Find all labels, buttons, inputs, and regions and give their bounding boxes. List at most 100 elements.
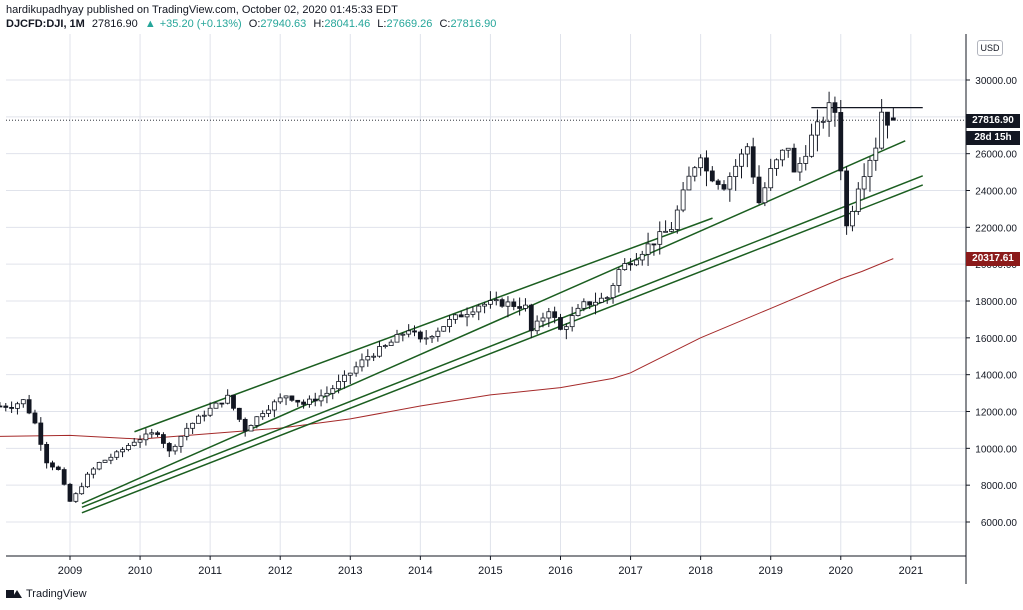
candle-body xyxy=(312,398,318,402)
candle-body xyxy=(879,111,885,149)
price-tick-label: 22000.00 xyxy=(975,223,1017,234)
candle-body xyxy=(552,311,558,318)
candle-body xyxy=(598,297,604,303)
price-tick-label: 18000.00 xyxy=(975,297,1017,308)
candle-body xyxy=(809,134,814,157)
candle-body xyxy=(505,301,511,307)
candle-body xyxy=(482,303,487,307)
price-tick-label: 14000.00 xyxy=(975,371,1017,382)
candle-body xyxy=(131,441,137,446)
high-label: H: xyxy=(313,18,325,30)
price-tick-label: 24000.00 xyxy=(975,187,1017,198)
candle-body xyxy=(347,372,353,376)
candle-body xyxy=(587,301,593,306)
candle-body xyxy=(307,398,312,405)
candle-body xyxy=(651,243,657,246)
candle-body xyxy=(166,443,172,452)
candle-body xyxy=(890,117,896,121)
ma-line xyxy=(0,258,894,440)
candle-body xyxy=(178,435,184,447)
candle-body xyxy=(20,399,26,405)
candle-body xyxy=(855,188,861,212)
candle-body xyxy=(779,149,785,161)
candle-body xyxy=(458,314,464,318)
candle-body xyxy=(832,102,838,113)
price-tick-label: 10000.00 xyxy=(975,444,1017,455)
candle-body xyxy=(207,407,213,416)
candle-body xyxy=(633,259,639,266)
candle-body xyxy=(803,155,809,164)
candle-body xyxy=(231,394,236,409)
candle-body xyxy=(61,469,67,485)
candle-body xyxy=(756,176,762,204)
candle-body xyxy=(108,456,114,461)
candle-body xyxy=(382,345,388,347)
candle-body xyxy=(32,412,38,424)
candle-body xyxy=(196,415,201,424)
candle-body xyxy=(791,147,797,173)
candle-body xyxy=(639,253,645,261)
candle-body xyxy=(161,434,166,444)
candle-body xyxy=(768,168,774,189)
symbol-label[interactable]: DJCFD:DJI, 1M xyxy=(6,18,85,30)
candle-body xyxy=(44,444,50,464)
candle-body xyxy=(137,439,143,443)
price-tick-label: 12000.00 xyxy=(975,408,1017,419)
candle-body xyxy=(324,392,330,397)
candle-body xyxy=(120,449,125,453)
candle-body xyxy=(143,433,149,441)
footer[interactable]: TradingView xyxy=(6,588,87,600)
candle-body xyxy=(242,418,248,432)
candle-body xyxy=(248,425,254,432)
currency-badge[interactable]: USD xyxy=(977,40,1003,56)
candle-body xyxy=(38,422,44,445)
open-label: O: xyxy=(248,18,261,30)
candle-body xyxy=(277,397,283,403)
candle-body xyxy=(85,473,90,488)
candle-body xyxy=(15,403,20,409)
candle-body xyxy=(815,121,820,136)
candle-body xyxy=(698,157,704,169)
candle-body xyxy=(820,120,826,123)
candle-body xyxy=(680,189,686,211)
candle-body xyxy=(342,374,347,382)
candle-body xyxy=(739,153,744,167)
candle-body xyxy=(236,407,242,420)
candle-body xyxy=(301,401,306,405)
candle-body xyxy=(394,334,400,343)
channel-line xyxy=(134,217,713,433)
last-price-text: 27816.90 xyxy=(91,18,138,30)
candle-body xyxy=(663,230,668,233)
time-tick-label: 2015 xyxy=(478,565,502,577)
tradingview-logo-icon xyxy=(6,588,22,600)
candle-body xyxy=(721,184,727,190)
time-axis[interactable]: 2009 2010 2011 2012 2013 2014 2015 2016 2017 2018… xyxy=(58,556,923,577)
candle-body xyxy=(377,346,382,357)
candle-body xyxy=(744,146,750,155)
candle-body xyxy=(125,445,131,450)
candle-body xyxy=(727,176,733,190)
candle-body xyxy=(295,399,301,403)
candle-body xyxy=(201,414,207,417)
candle-body xyxy=(850,211,855,227)
candle-body xyxy=(271,401,277,411)
candle-body xyxy=(540,317,546,322)
candle-body xyxy=(488,300,493,305)
candle-body xyxy=(657,231,663,245)
candle-body xyxy=(844,170,850,227)
candle-body xyxy=(318,395,324,402)
candle-body xyxy=(388,341,394,346)
moving-average xyxy=(0,258,894,440)
candle-body xyxy=(511,301,517,307)
candle-body xyxy=(447,318,452,327)
candle-body xyxy=(470,311,476,315)
time-tick-label: 2016 xyxy=(548,565,572,577)
time-tick-label: 2014 xyxy=(408,565,432,577)
candle-body xyxy=(50,462,55,468)
candle-body xyxy=(219,402,225,405)
publisher-name[interactable]: hardikupadhyay xyxy=(6,4,84,16)
candle-body xyxy=(26,399,32,414)
candle-body xyxy=(412,330,417,333)
candle-body xyxy=(523,304,528,309)
